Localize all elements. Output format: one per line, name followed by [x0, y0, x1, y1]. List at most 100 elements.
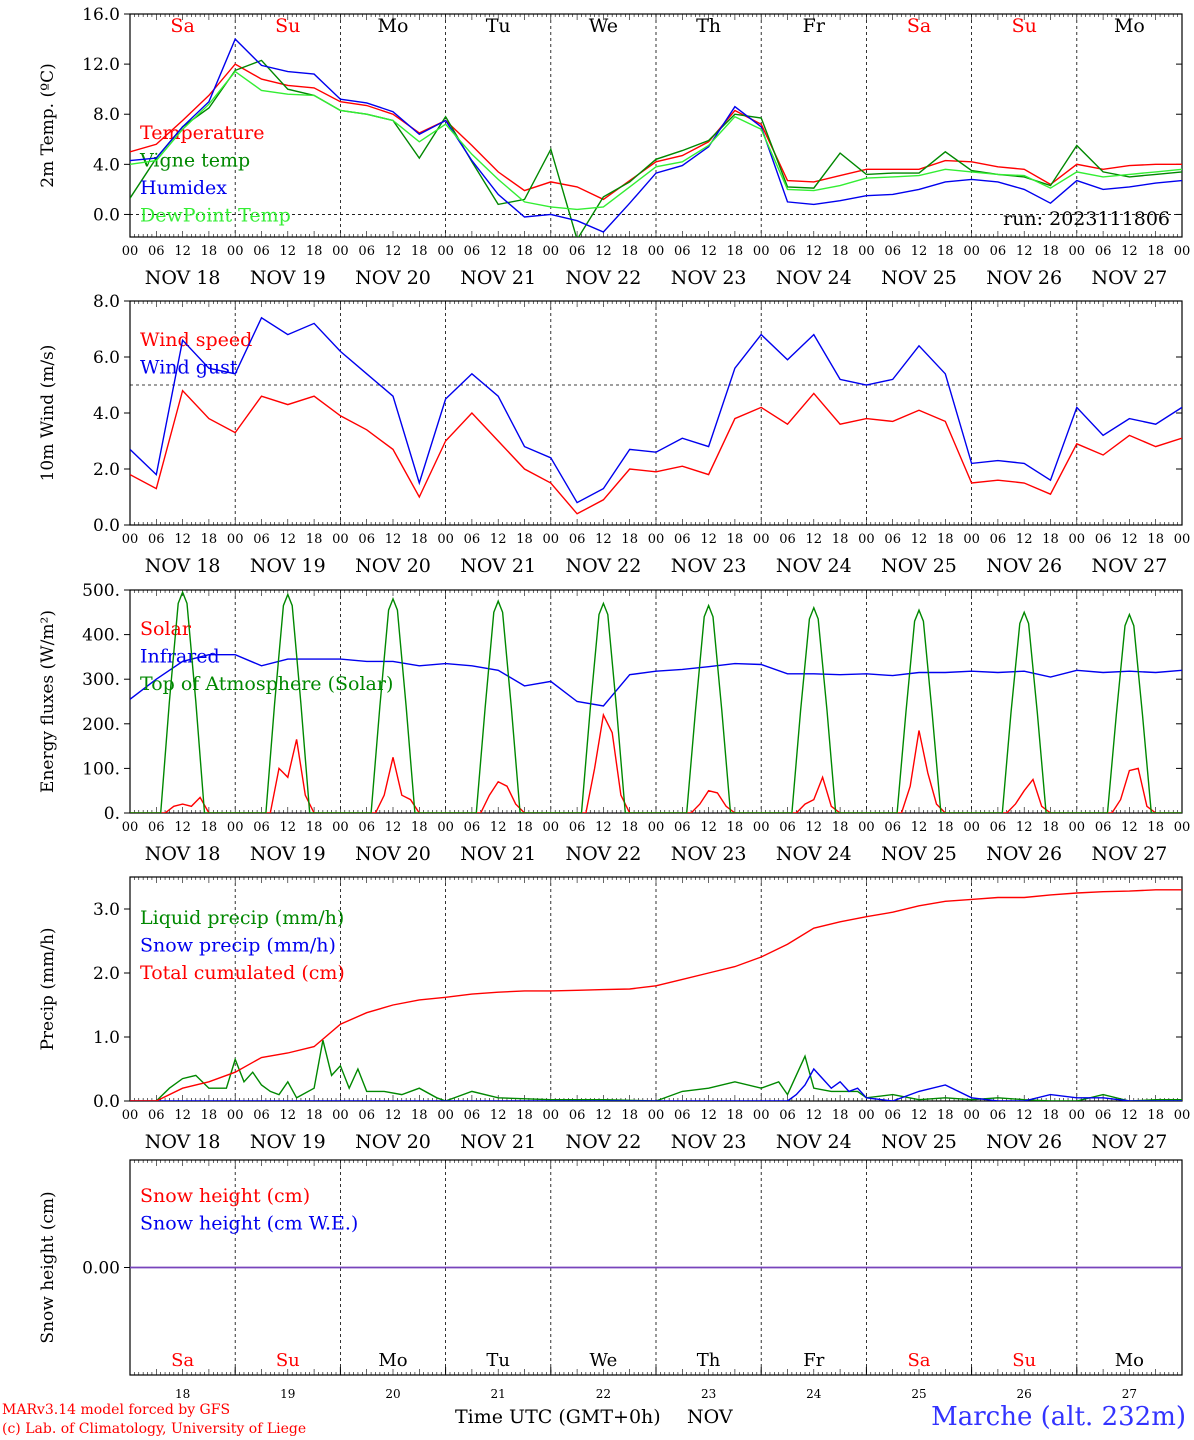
- series-line-total-cumulated-cm: [130, 889, 1182, 1101]
- hour-tick-label: 18: [516, 1108, 533, 1123]
- hour-tick-label: 00: [227, 244, 244, 259]
- hour-tick-label: 06: [1095, 1108, 1112, 1123]
- day-name: Su: [1012, 1350, 1036, 1371]
- day-name: Sa: [907, 15, 931, 37]
- hour-tick-label: 00: [437, 532, 454, 547]
- date-label: NOV 24: [776, 267, 852, 289]
- hour-tick-label: 12: [490, 244, 507, 259]
- date-label: NOV 20: [355, 843, 431, 865]
- hour-tick-label: 06: [358, 532, 375, 547]
- hour-tick-label: 06: [569, 532, 586, 547]
- hour-tick-label: 12: [1121, 532, 1138, 547]
- day-number: 26: [1017, 1387, 1032, 1401]
- date-label: NOV 27: [1091, 843, 1167, 865]
- series-line-temperature: [130, 63, 1182, 201]
- hour-tick-label: 06: [674, 820, 691, 835]
- hour-tick-label: 12: [280, 532, 297, 547]
- series-line-infrared: [130, 654, 1182, 707]
- day-name: Mo: [378, 1350, 407, 1371]
- date-label: NOV 20: [355, 267, 431, 289]
- hour-tick-label: 00: [122, 532, 139, 547]
- y-tick-label: 0.0: [93, 205, 120, 225]
- hour-tick-label: 18: [937, 532, 954, 547]
- bottom-axis: Sa 18 Su 19 Mo 20 Tu 21 We 22 Th 23 Fr 24 Sa 25 Su 26 Mo 27: [129, 1350, 1183, 1401]
- hour-tick-label: 12: [700, 1108, 717, 1123]
- day-number: 22: [596, 1387, 611, 1401]
- hour-tick-label: 12: [174, 1108, 191, 1123]
- hour-tick-label: 06: [990, 532, 1007, 547]
- date-label: NOV 19: [250, 555, 326, 577]
- legend-entry: DewPoint Temp: [140, 205, 291, 227]
- hour-tick-label: 00: [1174, 532, 1191, 547]
- hour-tick-label: 18: [201, 532, 218, 547]
- date-label: NOV 23: [671, 555, 747, 577]
- hour-tick-label: 00: [753, 532, 770, 547]
- hour-tick-label: 00: [437, 244, 454, 259]
- hour-tick-label: 18: [306, 1108, 323, 1123]
- hour-tick-label: 12: [385, 820, 402, 835]
- date-label: NOV 20: [355, 1131, 431, 1153]
- hour-tick-label: 06: [1095, 820, 1112, 835]
- hour-tick-label: 06: [674, 1108, 691, 1123]
- date-label: NOV 27: [1091, 267, 1167, 289]
- series-line-top-of-atmosphere-solar: [130, 590, 1182, 813]
- date-label: NOV 24: [776, 1131, 852, 1153]
- hour-tick-label: 00: [1069, 1108, 1086, 1123]
- hour-tick-label: 06: [884, 532, 901, 547]
- hour-tick-label: 06: [884, 820, 901, 835]
- y-tick-label: 2.0: [93, 460, 120, 480]
- hour-tick-label: 06: [253, 820, 270, 835]
- y-tick-label: 500.: [82, 581, 120, 601]
- legend-entry: Wind gust: [140, 357, 238, 379]
- day-number: 19: [280, 1387, 295, 1401]
- hour-tick-label: 06: [990, 1108, 1007, 1123]
- date-label: NOV 22: [565, 1131, 641, 1153]
- date-label: NOV 21: [460, 555, 536, 577]
- hour-tick-label: 18: [621, 244, 638, 259]
- hour-tick-label: 12: [595, 1108, 612, 1123]
- hour-tick-label: 12: [1121, 820, 1138, 835]
- hour-tick-label: 06: [358, 244, 375, 259]
- hour-tick-label: 12: [806, 244, 823, 259]
- hour-tick-label: 12: [490, 1108, 507, 1123]
- hour-tick-label: 18: [1147, 244, 1164, 259]
- hour-tick-label: 06: [464, 1108, 481, 1123]
- hour-tick-label: 00: [122, 244, 139, 259]
- series-line-dewpoint-temp: [130, 70, 1182, 211]
- hour-tick-label: 00: [963, 820, 980, 835]
- hour-tick-label: 00: [227, 532, 244, 547]
- hour-tick-label: 00: [332, 1108, 349, 1123]
- station-label: Marche (alt. 232m): [931, 1402, 1186, 1432]
- hour-tick-label: 12: [385, 532, 402, 547]
- y-tick-label: 0.00: [82, 1259, 120, 1279]
- hour-tick-label: 18: [1042, 820, 1059, 835]
- hour-tick-label: 06: [464, 820, 481, 835]
- series-line-liquid-precip-mm-h: [130, 1040, 1182, 1101]
- series-line-humidex: [130, 37, 1182, 233]
- y-axis-label: Energy fluxes (W/m²): [38, 610, 58, 793]
- hour-tick-label: 00: [963, 532, 980, 547]
- day-name: Sa: [171, 1350, 194, 1371]
- y-tick-label: 0.: [104, 804, 120, 824]
- hour-tick-label: 06: [884, 1108, 901, 1123]
- hour-tick-label: 06: [569, 820, 586, 835]
- y-tick-label: 0.0: [93, 516, 120, 536]
- hour-tick-label: 06: [1095, 532, 1112, 547]
- day-name: Mo: [1115, 1350, 1144, 1371]
- hour-tick-label: 00: [1174, 820, 1191, 835]
- legend-entry: Temperature: [140, 122, 264, 144]
- y-tick-label: 6.0: [93, 348, 120, 368]
- hour-tick-label: 12: [174, 820, 191, 835]
- hour-tick-label: 00: [332, 820, 349, 835]
- hour-tick-label: 18: [306, 820, 323, 835]
- day-number: 24: [806, 1387, 822, 1401]
- series-line-wind-speed: [130, 389, 1182, 515]
- hour-tick-label: 00: [437, 820, 454, 835]
- run-annotation: run: 2023111806: [1003, 208, 1170, 230]
- plot-frame: [129, 589, 1183, 814]
- hour-tick-label: 18: [516, 820, 533, 835]
- date-label: NOV 18: [145, 843, 221, 865]
- day-name: Sa: [170, 15, 194, 37]
- hour-tick-label: 00: [648, 532, 665, 547]
